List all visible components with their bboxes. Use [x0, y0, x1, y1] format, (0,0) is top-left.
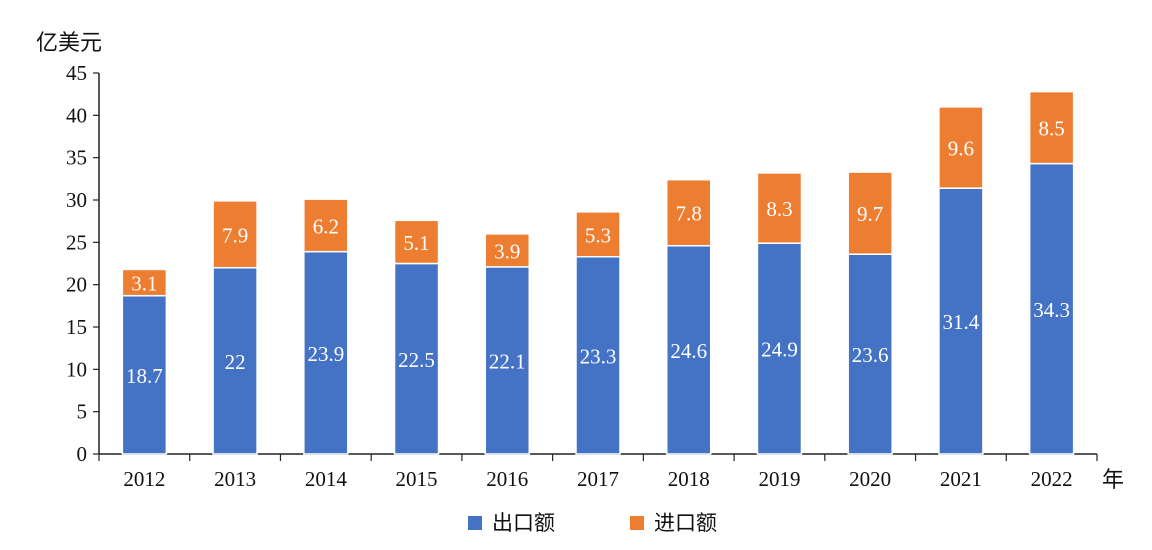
x-tick-label: 2019: [758, 467, 800, 491]
bar-export: [938, 187, 984, 455]
bar-import: [121, 268, 168, 297]
x-tick-label: 2020: [849, 467, 891, 491]
y-tick-label: 30: [66, 188, 87, 212]
data-label-import: 7.9: [222, 223, 248, 247]
x-unit-label: 年: [1102, 467, 1124, 492]
bar-export: [303, 250, 349, 455]
bar-export: [665, 244, 712, 455]
bar-import: [303, 198, 349, 253]
data-label-import: 8.5: [1039, 117, 1065, 141]
data-label-export: 24.6: [670, 339, 707, 363]
x-tick-label: 2014: [305, 467, 348, 491]
y-tick-label: 35: [66, 146, 87, 170]
y-tick-label: 20: [66, 273, 87, 297]
bar-export: [847, 253, 893, 455]
legend-swatch-export: [468, 516, 482, 530]
bar-import: [575, 211, 621, 258]
data-label-export: 23.9: [307, 342, 344, 366]
data-label-export: 22.5: [398, 348, 435, 372]
bar-import: [393, 219, 440, 265]
data-label-import: 5.3: [585, 223, 611, 247]
y-tick-label: 0: [77, 442, 88, 466]
data-label-import: 5.1: [403, 231, 429, 255]
bar-export: [575, 255, 621, 455]
y-tick-label: 10: [66, 357, 87, 381]
data-label-export: 22.1: [489, 349, 526, 373]
bar-export: [756, 242, 803, 455]
bar-import: [938, 106, 984, 189]
x-tick-label: 2015: [396, 467, 438, 491]
data-label-export: 22: [225, 350, 246, 374]
data-label-import: 7.8: [676, 202, 702, 226]
bar-export: [393, 262, 440, 455]
data-label-import: 6.2: [313, 214, 339, 238]
y-tick-label: 25: [66, 230, 87, 254]
x-tick-label: 2016: [486, 467, 528, 491]
data-label-import: 9.7: [857, 202, 883, 226]
axes: 0 5 10 15 20 25 30 35 40 45 2012 2013 2014 2015 2016 20…: [66, 61, 1098, 491]
bar-import: [665, 178, 712, 247]
legend: 出口额 进口额: [468, 511, 717, 535]
x-tick-label: 2022: [1031, 467, 1073, 491]
x-tick-label: 2013: [214, 467, 256, 491]
data-label-export: 23.3: [580, 344, 617, 368]
data-label-export: 34.3: [1033, 298, 1070, 322]
data-label-export: 23.6: [852, 343, 889, 367]
data-label-export: 31.4: [943, 310, 980, 334]
bar-import: [847, 171, 893, 255]
bar-import: [756, 172, 803, 244]
bar-import: [1028, 90, 1075, 165]
y-tick-label: 15: [66, 315, 87, 339]
y-tick-label: 40: [66, 103, 87, 127]
data-label-import: 3.9: [494, 239, 520, 263]
bar-import: [484, 233, 531, 268]
y-tick-label: 5: [77, 400, 88, 424]
data-label-export: 24.9: [761, 338, 798, 362]
data-label-import: 8.3: [766, 197, 792, 221]
y-unit-label: 亿美元: [36, 30, 102, 55]
x-tick-label: 2017: [577, 467, 619, 491]
x-tick-label: 2018: [668, 467, 710, 491]
legend-label-export: 出口额: [492, 511, 555, 535]
data-label-import: 9.6: [948, 137, 974, 161]
bar-export: [121, 294, 168, 455]
bar-import: [212, 200, 258, 269]
legend-label-import: 进口额: [654, 511, 717, 535]
bars: 18.7 3.1 22 7.9 23.9 6.2 22.5 5.1 22.1 3.9 23.3 5.3…: [121, 90, 1075, 455]
x-tick-label: 2012: [123, 467, 165, 491]
data-label-export: 18.7: [126, 364, 163, 388]
legend-swatch-import: [630, 516, 644, 530]
x-tick-label: 2021: [940, 467, 982, 491]
y-tick-label: 45: [66, 61, 87, 85]
data-label-import: 3.1: [131, 272, 157, 296]
